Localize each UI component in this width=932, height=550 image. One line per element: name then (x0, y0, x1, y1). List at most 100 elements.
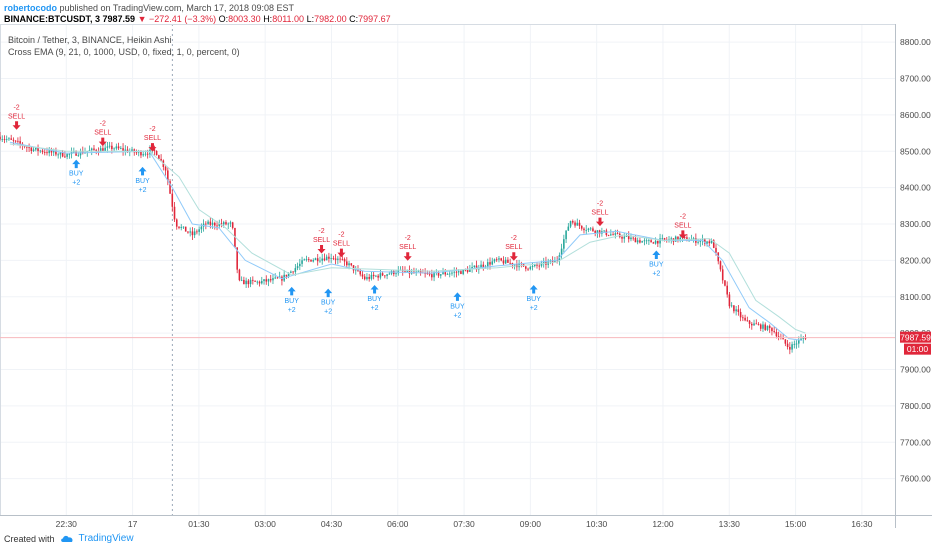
y-tick-label: 7800.00 (900, 401, 931, 411)
candle-body (457, 271, 460, 273)
candle-body (507, 259, 509, 263)
chart-area[interactable]: Bitcoin / Tether, 3, BINANCE, Heikin Ash… (0, 24, 932, 529)
candle-body (650, 240, 652, 243)
price-chart[interactable]: Bitcoin / Tether, 3, BINANCE, Heikin Ash… (0, 24, 932, 529)
candle-body (636, 240, 639, 243)
signal-label: SELL (144, 135, 161, 142)
signal-label: BUY (649, 261, 664, 268)
signal-qty: +2 (139, 187, 147, 194)
candle-body (540, 262, 543, 266)
candle-body (661, 238, 664, 240)
buy-signal: BUY +2 (321, 288, 336, 316)
signal-qty: +2 (288, 307, 296, 314)
candle-body (35, 147, 37, 150)
candle-body (160, 158, 162, 161)
candle-body (777, 336, 780, 338)
candle-body (131, 149, 133, 152)
indicator-label: Cross EMA (9, 21, 0, 1000, USD, 0, fixed… (8, 47, 240, 57)
candle-body (66, 154, 68, 157)
candle-body (572, 221, 574, 223)
candle-body (730, 305, 733, 307)
candle-body (48, 150, 51, 154)
candle-body (321, 258, 323, 261)
candle-body (175, 219, 178, 227)
x-tick-label: 17 (128, 519, 138, 528)
candle-body (486, 262, 489, 267)
candle-body (75, 151, 77, 156)
sell-arrow-icon (98, 137, 107, 147)
candle-body (643, 240, 646, 242)
candle-body (214, 222, 216, 226)
buy-signal: BUY +2 (649, 250, 664, 277)
candle-body (0, 136, 1, 140)
candle-body (30, 147, 33, 151)
x-tick-label: 09:00 (520, 519, 542, 528)
candle-body (657, 240, 659, 244)
price-axis[interactable]: 8800.00 8700.00 8600.00 8500.00 8400.00 8300.… (900, 37, 931, 483)
symbol-ohlc-line: BINANCE:BTCUSDT, 3 7987.59 ▼ −272.41 (−3… (4, 14, 391, 24)
candle-body (654, 240, 657, 244)
signal-qty: +2 (324, 309, 332, 316)
candle-body (218, 223, 221, 227)
candle-body (46, 152, 48, 154)
candle-body (569, 221, 572, 227)
candle-body (263, 279, 265, 282)
trade-signals: -2 SELL BUY +2 -2 SELL BUY +2 -2 SELL BUY +2 -2 SELL B… (8, 104, 692, 319)
candle-body (513, 264, 516, 266)
candle-body (498, 258, 500, 260)
candle-body (260, 281, 263, 284)
candle-body (1, 139, 4, 140)
candle-body (256, 281, 259, 283)
time-axis[interactable]: 22:30 17 01:30 03:00 04:30 06:00 07:30 09:00 10:… (56, 519, 873, 529)
signal-label: BUY (526, 296, 541, 303)
candle-body (500, 258, 502, 261)
sell-signal: -2 SELL (313, 228, 330, 254)
signal-qty: -2 (338, 232, 344, 239)
candle-body (366, 277, 368, 280)
candle-body (596, 230, 599, 234)
candle-body (61, 152, 64, 157)
candle-body (712, 240, 715, 248)
candle-body (225, 222, 227, 225)
candle-body (173, 206, 176, 220)
candle-body (142, 154, 144, 156)
candle-body (704, 239, 706, 244)
candle-body (55, 150, 57, 155)
candle-body (135, 152, 138, 154)
candle-body (670, 238, 673, 240)
y-tick-label: 7700.00 (900, 437, 931, 447)
candle-body (158, 155, 160, 159)
candle-body (404, 271, 406, 273)
candle-body (538, 265, 541, 267)
candle-body (446, 274, 449, 275)
buy-signal: BUY +2 (450, 292, 465, 319)
countdown-label: 01:00 (907, 344, 929, 354)
candle-body (536, 264, 538, 266)
candle-body (533, 264, 536, 266)
sell-signal: -2 SELL (399, 235, 416, 261)
grid (0, 24, 895, 515)
candle-body (274, 277, 277, 279)
candle-body (688, 240, 690, 242)
candle-body (292, 271, 294, 273)
buy-arrow-icon (652, 250, 661, 259)
candle-body (90, 148, 93, 151)
x-tick-label: 07:30 (453, 519, 475, 528)
candle-body (37, 147, 39, 152)
buy-arrow-icon (72, 159, 81, 169)
x-tick-label: 15:00 (785, 519, 807, 528)
candle-body (169, 181, 171, 194)
candle-body (39, 150, 42, 152)
candle-body (117, 146, 120, 149)
candle-body (408, 269, 411, 274)
candle-body (719, 261, 722, 270)
candle-body (200, 226, 203, 230)
candle-body (491, 261, 494, 265)
candle-body (773, 331, 775, 332)
tradingview-brand[interactable]: TradingView (78, 533, 134, 544)
author-link[interactable]: robertocodo (4, 3, 57, 13)
candle-body (789, 346, 791, 350)
candle-body (395, 273, 397, 275)
candle-body (249, 279, 252, 285)
candle-body (316, 258, 319, 262)
